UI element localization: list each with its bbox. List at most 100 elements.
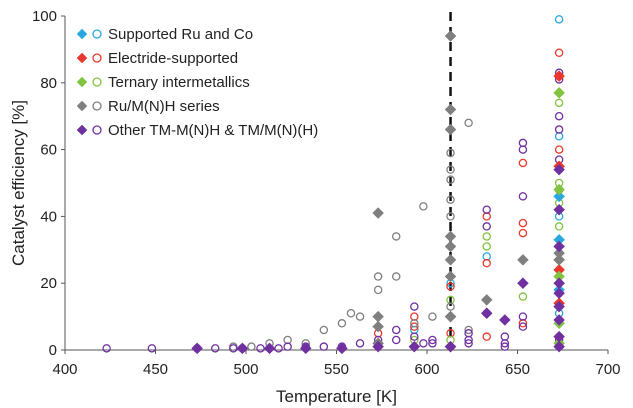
filled-diamond-point	[444, 103, 457, 116]
legend-circle-marker	[92, 125, 102, 135]
legend-diamond-marker	[76, 76, 88, 88]
filled-diamond-point	[444, 230, 457, 243]
legend-circle-marker	[92, 101, 102, 111]
legend-diamond-marker	[76, 100, 88, 112]
hollow-point	[319, 325, 329, 335]
legend-label: Other TM-M(N)H & TM/M(N)(H)	[108, 122, 318, 139]
filled-diamond-point	[236, 342, 249, 355]
hollow-point	[428, 312, 437, 321]
hollow-point	[554, 125, 564, 134]
filled-diamond-point	[553, 70, 565, 82]
hollow-point	[464, 325, 473, 335]
hollow-point	[410, 322, 419, 331]
x-tick-label: 650	[505, 361, 530, 378]
axes-group: 400 450 500 550 600 650 700 0 20 40 60 80 100 Tempera…	[9, 8, 621, 406]
hollow-point	[337, 319, 347, 328]
legend-item: Ternary intermetallics	[76, 74, 250, 91]
hollow-point	[554, 48, 564, 57]
legend-item: Other TM-M(N)H & TM/M(N)(H)	[76, 122, 318, 139]
hollow-point	[482, 222, 491, 231]
hollow-point	[247, 342, 256, 351]
hollow-point	[274, 344, 283, 353]
hollow-point	[373, 272, 383, 281]
filled-diamond-point	[517, 253, 529, 266]
hollow-point	[518, 312, 528, 321]
hollow-point	[482, 232, 491, 241]
filled-diamond-point	[299, 342, 312, 355]
hollow-point	[355, 312, 365, 321]
filled-diamond-point	[444, 310, 457, 323]
hollow-point	[518, 145, 528, 154]
x-tick-label: 400	[52, 361, 77, 378]
hollow-point	[554, 145, 564, 154]
legend: Supported Ru and Co Electride-supported Te…	[76, 26, 318, 139]
hollow-point	[102, 344, 111, 353]
filled-diamond-point	[444, 270, 457, 283]
hollow-point	[391, 232, 401, 241]
legend-label: Ru/M(N)H series	[108, 98, 220, 115]
hollow-point	[518, 192, 528, 201]
filled-diamond-point	[553, 340, 565, 353]
x-tick-label: 500	[233, 361, 258, 378]
hollow-point	[446, 165, 455, 174]
filled-diamond-point	[498, 314, 511, 326]
filled-diamond-point	[553, 163, 565, 176]
hollow-point	[346, 309, 356, 318]
filled-diamond-point	[553, 86, 565, 99]
filled-diamond-point	[372, 320, 384, 333]
hollow-point	[554, 222, 564, 231]
legend-circle-marker	[92, 29, 102, 39]
hollow-point	[500, 339, 510, 348]
hollow-point	[410, 332, 419, 341]
filled-diamond-point	[372, 207, 384, 219]
hollow-point	[391, 272, 401, 281]
filled-diamond-point	[553, 287, 565, 300]
filled-diamond-point	[444, 240, 457, 253]
filled-diamond-point	[517, 277, 529, 290]
hollow-point	[446, 148, 455, 158]
hollow-point	[554, 111, 564, 121]
hollow-point	[518, 228, 528, 238]
filled-diamond-point	[408, 340, 421, 353]
legend-label: Ternary intermetallics	[108, 74, 250, 91]
hollow-point	[355, 339, 365, 348]
hollow-point	[283, 342, 292, 351]
hollow-point	[446, 212, 455, 221]
data-points-group	[102, 15, 565, 355]
y-tick-label: 20	[40, 275, 57, 292]
legend-item: Ru/M(N)H series	[76, 98, 220, 115]
filled-diamond-point	[553, 253, 565, 266]
legend-label: Supported Ru and Co	[108, 26, 253, 43]
x-tick-label: 700	[595, 361, 620, 378]
hollow-point	[319, 342, 329, 351]
hollow-point	[210, 344, 220, 353]
hollow-point	[518, 292, 528, 301]
filled-diamond-point	[480, 294, 493, 306]
filled-diamond-point	[444, 253, 457, 266]
filled-diamond-point	[553, 203, 565, 216]
x-tick-label: 600	[414, 361, 439, 378]
hollow-point	[518, 218, 528, 228]
hollow-point	[419, 339, 428, 348]
hollow-point	[518, 158, 528, 168]
y-axis-title: Catalyst efficiency [%]	[9, 100, 28, 266]
hollow-point	[391, 335, 401, 345]
legend-diamond-marker	[76, 52, 88, 64]
filled-diamond-point	[263, 342, 276, 355]
hollow-point	[554, 98, 564, 108]
filled-diamond-point	[444, 123, 457, 136]
filled-diamond-point	[444, 340, 457, 353]
filled-diamond-point	[553, 277, 565, 290]
hollow-point	[256, 344, 265, 353]
hollow-point	[419, 202, 428, 211]
hollow-point	[518, 322, 528, 331]
filled-diamond-point	[336, 342, 348, 355]
hollow-point	[464, 335, 473, 345]
hollow-point	[147, 344, 157, 353]
hollow-point	[482, 332, 491, 341]
filled-diamond-point	[553, 314, 565, 326]
hollow-point	[446, 302, 455, 311]
hollow-point	[464, 339, 473, 348]
hollow-point	[482, 205, 491, 214]
